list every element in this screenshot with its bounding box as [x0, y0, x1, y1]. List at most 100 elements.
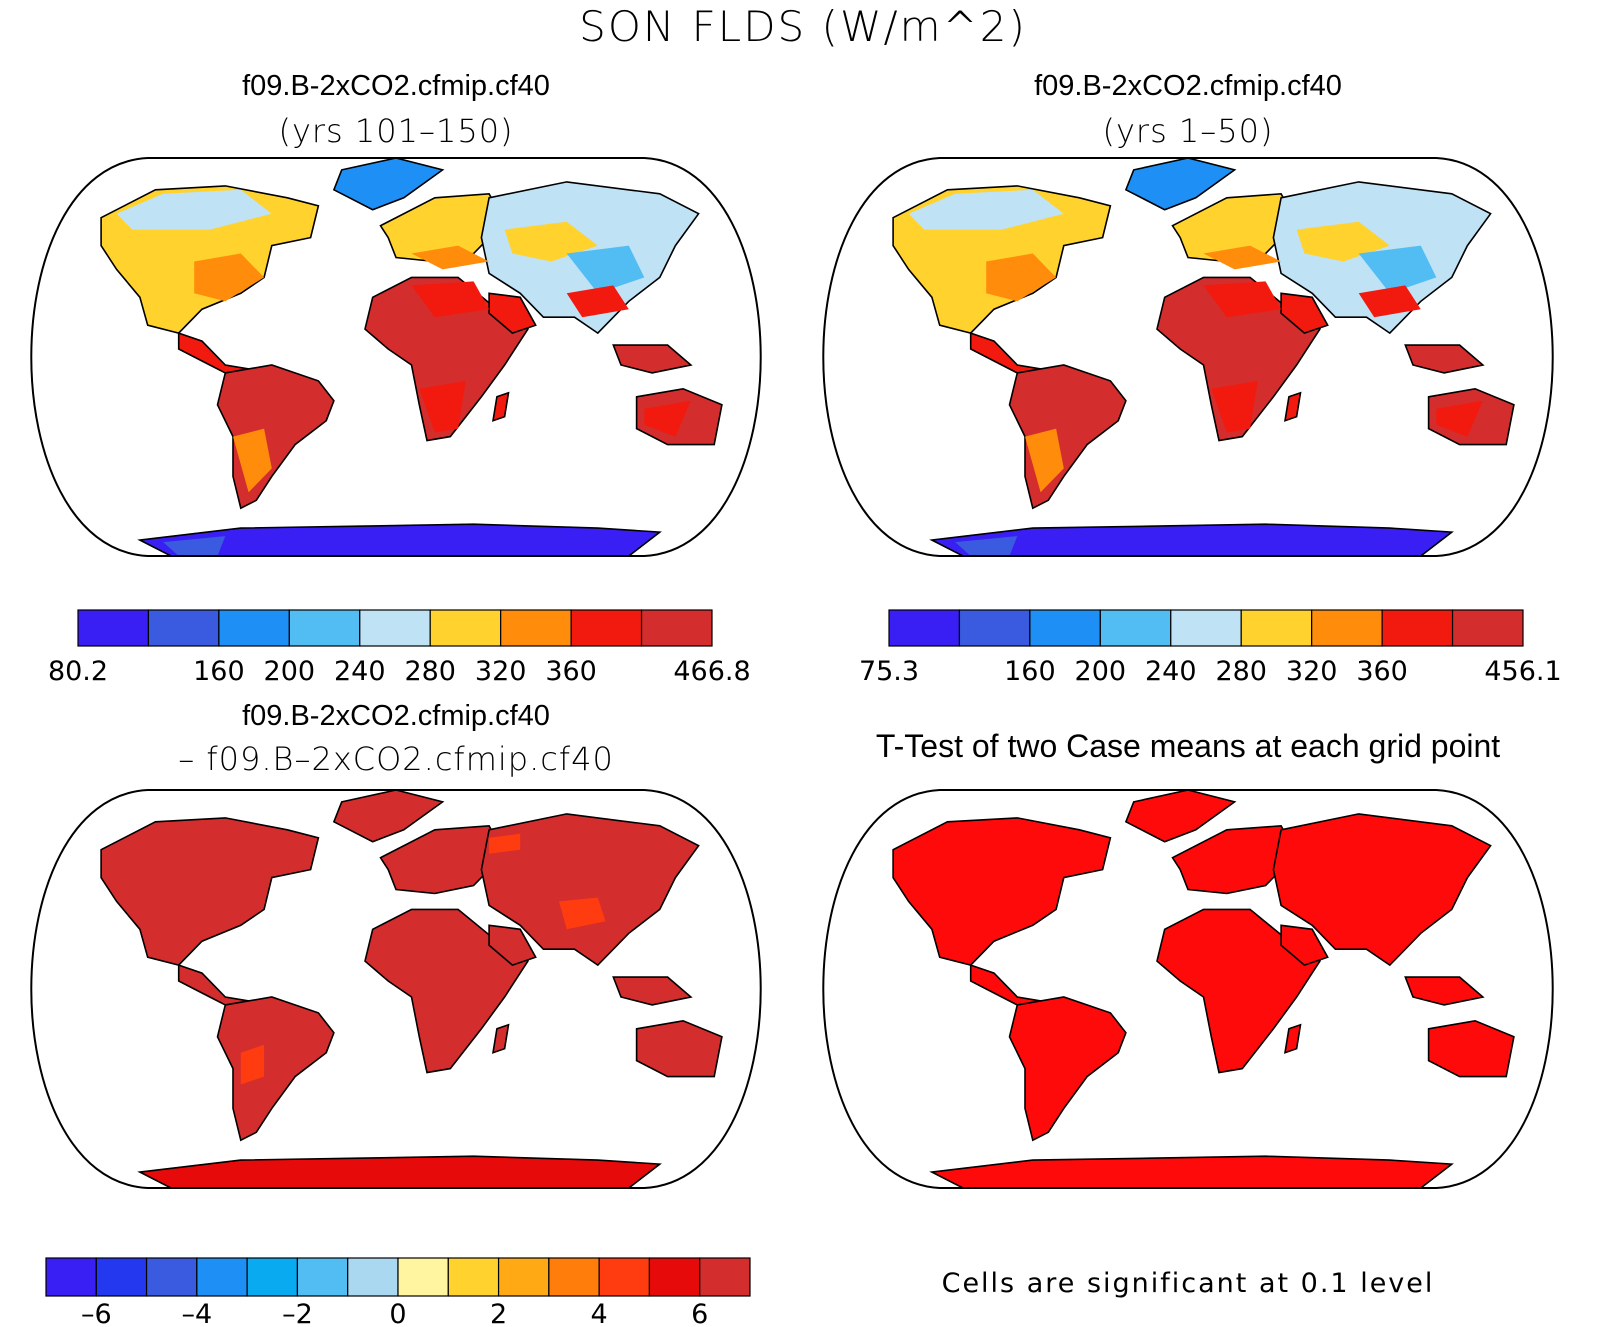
colorbar-tick-label: 280: [1215, 656, 1267, 687]
land-southAmerica: [1008, 996, 1127, 1142]
field-patch: [1436, 400, 1483, 437]
panel3-title: f09.B-2xCO2.cfmip.cf40: [242, 700, 550, 732]
field-patch: [240, 1044, 265, 1085]
colorbar-box: [640, 609, 713, 647]
colorbar-tick-label: –4: [182, 1299, 213, 1327]
land-europe: [1171, 192, 1298, 263]
field-patch: [163, 536, 226, 556]
colorbar-box: [648, 1257, 701, 1297]
panel2-subtitle: (yrs 1–50): [1102, 112, 1274, 150]
colorbar-tick-label: 80.2: [48, 656, 108, 687]
land-northAmerica: [100, 817, 320, 966]
colorbar-tick-label: 6: [691, 1299, 708, 1327]
map-border: [30, 157, 762, 557]
land-madagascar: [1283, 1023, 1302, 1054]
colorbar-box: [288, 609, 361, 647]
colorbar-tick-label: 320: [1286, 656, 1338, 687]
land-southAmerica: [216, 996, 335, 1142]
field-patch: [1203, 245, 1282, 270]
land-europe: [379, 192, 506, 263]
panel1-subtitle: (yrs 101–150): [278, 112, 514, 150]
panel2-colorbar: 75.3 160 200 240 280 320 360 456.1: [859, 609, 1562, 687]
colorbar-tick-label: 2: [490, 1299, 507, 1327]
map-border: [30, 789, 762, 1189]
panel1-map: [30, 157, 762, 557]
colorbar-box: [1170, 609, 1242, 647]
colorbar-box: [958, 609, 1031, 647]
panel1-colorbar: 80.2 160 200 240 280 320 360 466.8: [48, 609, 751, 687]
colorbar-box: [888, 609, 961, 647]
colorbar-box: [196, 1257, 248, 1297]
field-patch: [411, 245, 490, 270]
colorbar-tick-label: 0: [389, 1299, 406, 1327]
land-australia: [1427, 1019, 1515, 1078]
colorbar-tick-label: 280: [404, 656, 456, 687]
colorbar-tick-label: 200: [264, 656, 316, 687]
colorbar-box: [397, 1257, 449, 1297]
land-indonesia: [1404, 976, 1485, 1006]
land-arabia: [488, 924, 537, 967]
land-greenland: [332, 158, 445, 211]
colorbar-box: [570, 609, 643, 647]
land-arabia: [1280, 292, 1329, 335]
colorbar-tick-label: 240: [334, 656, 386, 687]
colorbar-tick-label: 466.8: [673, 656, 750, 687]
land-africa: [1156, 908, 1322, 1074]
colorbar-box: [1451, 609, 1524, 647]
land-northAmerica: [892, 817, 1112, 966]
colorbar-tick-label: 200: [1075, 656, 1127, 687]
field-patch: [1296, 221, 1390, 262]
land-greenland: [332, 790, 445, 843]
significance-note: Cells are significant at 0.1 level: [941, 1268, 1435, 1299]
land-greenland: [1124, 790, 1237, 843]
land-australia: [635, 1019, 723, 1078]
field-patch: [986, 253, 1057, 302]
land-madagascar: [491, 391, 510, 422]
colorbar-box: [598, 1257, 651, 1297]
colorbar-box: [347, 1257, 399, 1297]
field-patch: [1358, 245, 1437, 294]
colorbar-box: [95, 1257, 148, 1297]
colorbar-tick-label: 240: [1145, 656, 1197, 687]
colorbar-tick-label: 4: [591, 1299, 608, 1327]
field-patch: [1358, 285, 1421, 318]
colorbar-box: [1099, 609, 1172, 647]
field-patch: [489, 833, 521, 854]
field-patch: [419, 380, 466, 433]
panel3-map: [30, 789, 762, 1189]
panel2-map: [822, 157, 1554, 557]
land-indonesia: [1404, 344, 1485, 374]
field-patch: [202, 532, 614, 556]
colorbar-tick-label: 360: [1356, 656, 1408, 687]
land-madagascar: [491, 1023, 510, 1054]
land-indonesia: [612, 976, 693, 1006]
panel1-title: f09.B-2xCO2.cfmip.cf40: [242, 70, 550, 102]
field-patch: [1203, 281, 1282, 318]
colorbar-tick-label: 320: [475, 656, 527, 687]
land-asia: [480, 813, 700, 967]
field-patch: [908, 189, 1064, 230]
colorbar-tick-label: –2: [282, 1299, 313, 1327]
land-indonesia: [612, 344, 693, 374]
land-europe: [1171, 824, 1298, 895]
map-border: [822, 157, 1554, 557]
panel2-title: f09.B-2xCO2.cfmip.cf40: [1034, 70, 1342, 102]
colorbar-box: [548, 1257, 600, 1297]
colorbar-box: [296, 1257, 349, 1297]
field-patch: [955, 536, 1018, 556]
colorbar-box: [447, 1257, 500, 1297]
field-patch: [644, 400, 691, 437]
colorbar-tick-label: 360: [545, 656, 597, 687]
field-patch: [411, 281, 490, 318]
land-antarctica: [929, 1155, 1454, 1188]
land-asia: [1272, 813, 1492, 967]
land-africa: [364, 908, 530, 1074]
map-border: [822, 789, 1554, 1189]
field-patch: [566, 245, 645, 294]
land-madagascar: [1283, 391, 1302, 422]
land-arabia: [1280, 924, 1329, 967]
land-arabia: [488, 292, 537, 335]
panel4-title: T-Test of two Case means at each grid po…: [875, 728, 1501, 764]
colorbar-box: [500, 609, 572, 647]
